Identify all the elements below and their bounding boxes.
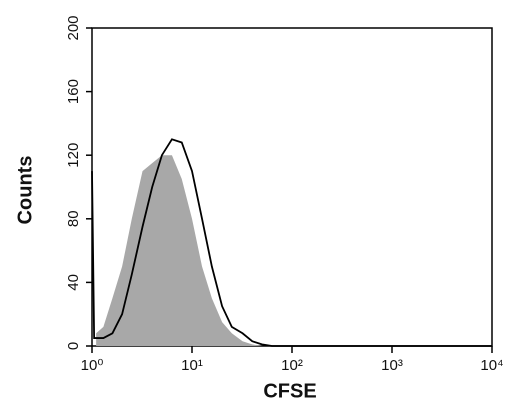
y-tick-label: 120 bbox=[65, 143, 82, 168]
y-tick-label: 0 bbox=[65, 342, 82, 350]
line bbox=[91, 138, 492, 347]
y-tick-label: 40 bbox=[65, 274, 82, 291]
y-axis-label: Counts bbox=[14, 156, 36, 225]
x-tick-label: 10³ bbox=[381, 357, 403, 374]
x-tick-label: 10¹ bbox=[181, 357, 203, 374]
y-tick-label: 160 bbox=[65, 79, 82, 104]
y-tick-label: 80 bbox=[65, 210, 82, 227]
x-tick-label: 10⁰ bbox=[81, 357, 104, 374]
x-tick-label: 10² bbox=[281, 357, 303, 374]
x-tick-label: 10⁴ bbox=[480, 357, 503, 374]
x-axis-label: CFSE bbox=[263, 380, 316, 402]
y-tick-label: 200 bbox=[65, 15, 82, 40]
area bbox=[96, 155, 492, 346]
